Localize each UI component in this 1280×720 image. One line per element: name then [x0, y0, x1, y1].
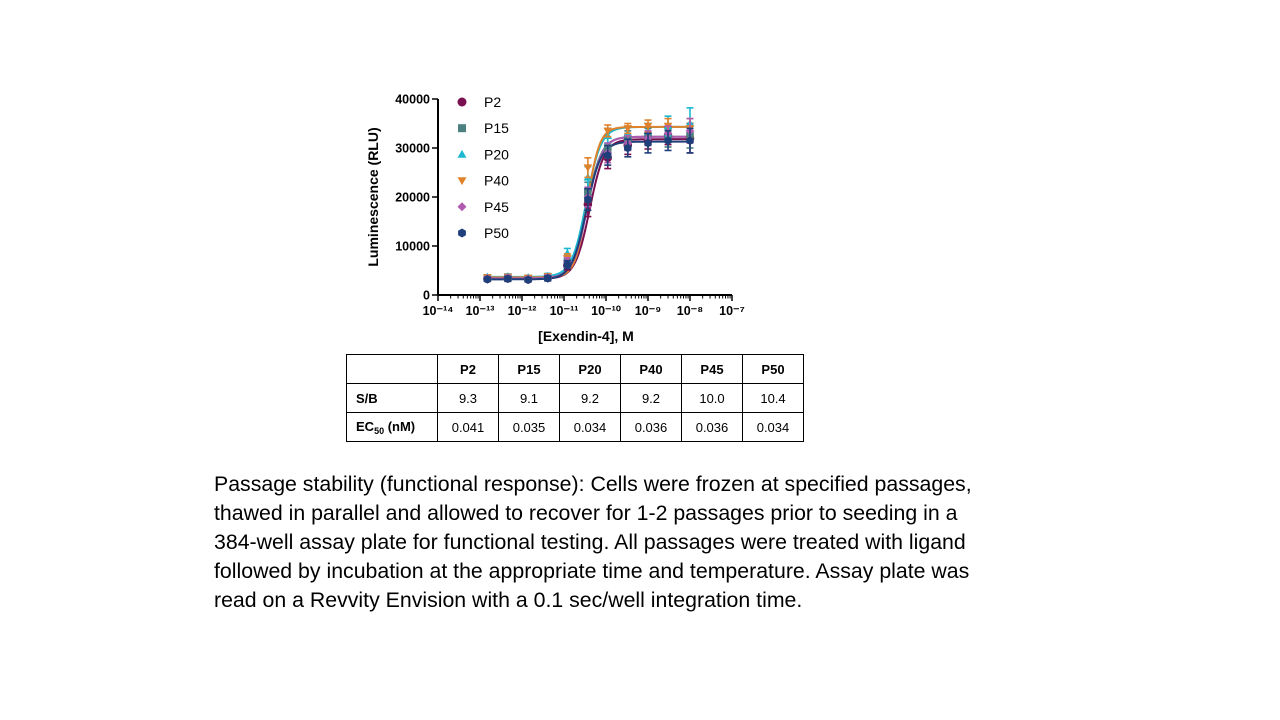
table-cell: 0.035 — [498, 412, 560, 442]
data-point — [623, 125, 633, 133]
row-label-sb: S/B — [346, 383, 438, 413]
data-points — [483, 107, 695, 285]
table-cell: 0.036 — [620, 412, 682, 442]
table-header-row: P2 P15 P20 P40 P45 P50 — [346, 354, 804, 384]
table-cell: 0.034 — [559, 412, 621, 442]
legend: P2 P15 P20 P40 P45 P50 — [457, 94, 509, 241]
y-axis-label: Luminescence (RLU) — [365, 127, 381, 266]
legend-marker-p2 — [457, 97, 467, 107]
data-point — [603, 127, 613, 136]
legend-label-p2: P2 — [484, 94, 501, 110]
row-label-main: EC — [356, 418, 375, 434]
table-cell: 9.2 — [620, 383, 682, 413]
chart-axes: 0 10000 20000 30000 40000 10⁻¹⁴ 10⁻¹³ 10⁻¹² 10⁻¹… — [395, 93, 745, 319]
data-point — [604, 151, 612, 160]
x-tick-label: 10⁻⁹ — [635, 304, 662, 318]
row-label-subscript: 50 — [374, 425, 385, 436]
x-tick-label: 10⁻¹³ — [466, 304, 495, 318]
data-point — [686, 136, 694, 145]
data-point — [544, 274, 552, 283]
legend-label-p40: P40 — [484, 173, 509, 189]
legend-label-p20: P20 — [484, 146, 509, 162]
legend-marker-p40 — [457, 177, 467, 186]
table-column-header: P15 — [498, 354, 560, 384]
x-tick-label: 10⁻⁸ — [677, 304, 704, 318]
dose-response-chart: Luminescence (RLU) [Exendin-4], M 0 10000… — [365, 93, 745, 345]
legend-marker-p15 — [458, 124, 466, 133]
legend-marker-p50 — [458, 228, 466, 238]
x-tick-label: 10⁻¹¹ — [550, 304, 579, 318]
table-column-header: P50 — [742, 354, 804, 384]
legend-marker-p45 — [457, 202, 467, 212]
data-point — [644, 138, 652, 148]
table-cell: 9.1 — [498, 383, 560, 413]
data-point — [563, 249, 572, 257]
table-cell: 9.3 — [437, 383, 499, 413]
table-column-header: P2 — [437, 354, 499, 384]
x-axis-label: [Exendin-4], M — [538, 328, 634, 344]
legend-marker-p20 — [457, 149, 467, 158]
x-tick-label: 10⁻¹⁰ — [591, 304, 622, 318]
data-point — [664, 136, 672, 145]
legend-label-p45: P45 — [484, 199, 509, 215]
table-column-header: P45 — [681, 354, 743, 384]
stats-table: P2 P15 P20 P40 P45 P50 S/B 9.3 9.1 9.2 9… — [346, 354, 804, 442]
legend-label-p50: P50 — [484, 225, 509, 241]
table-row: S/B 9.3 9.1 9.2 9.2 10.0 10.4 — [346, 383, 804, 413]
data-point — [524, 275, 532, 285]
y-tick-label: 20000 — [395, 191, 430, 205]
table-cell: 0.034 — [742, 412, 804, 442]
table-cell: 9.2 — [559, 383, 621, 413]
y-tick-label: 10000 — [395, 240, 430, 254]
y-tick-label: 40000 — [395, 93, 430, 107]
x-tick-label: 10⁻⁷ — [719, 304, 745, 318]
series-p2 — [483, 122, 695, 284]
series-p50 — [483, 127, 694, 285]
y-tick-label: 30000 — [395, 142, 430, 156]
data-point — [584, 195, 592, 204]
table-column-header: P40 — [620, 354, 682, 384]
table-cell: 0.041 — [437, 412, 499, 442]
table-cell: 0.036 — [681, 412, 743, 442]
table-cell: 10.0 — [681, 383, 743, 413]
row-label-tail: (nM) — [384, 418, 416, 434]
legend-label-p15: P15 — [484, 120, 509, 136]
data-point — [583, 164, 593, 172]
data-point — [624, 143, 632, 153]
x-tick-label: 10⁻¹² — [508, 304, 537, 318]
figure-caption: Passage stability (functional response):… — [214, 472, 972, 612]
x-tick-label: 10⁻¹⁴ — [423, 304, 454, 318]
data-point — [504, 274, 512, 284]
data-point — [563, 260, 572, 269]
table-corner-cell — [346, 354, 438, 384]
table-cell: 10.4 — [742, 383, 804, 413]
fit-curve-p2 — [487, 138, 690, 280]
row-label-ec50: EC50 (nM) — [346, 412, 438, 442]
table-column-header: P20 — [559, 354, 621, 384]
y-tick-label: 0 — [423, 289, 430, 303]
data-point — [483, 275, 492, 284]
table-row: EC50 (nM) 0.041 0.035 0.034 0.036 0.036 … — [346, 412, 804, 442]
data-point — [643, 122, 653, 131]
